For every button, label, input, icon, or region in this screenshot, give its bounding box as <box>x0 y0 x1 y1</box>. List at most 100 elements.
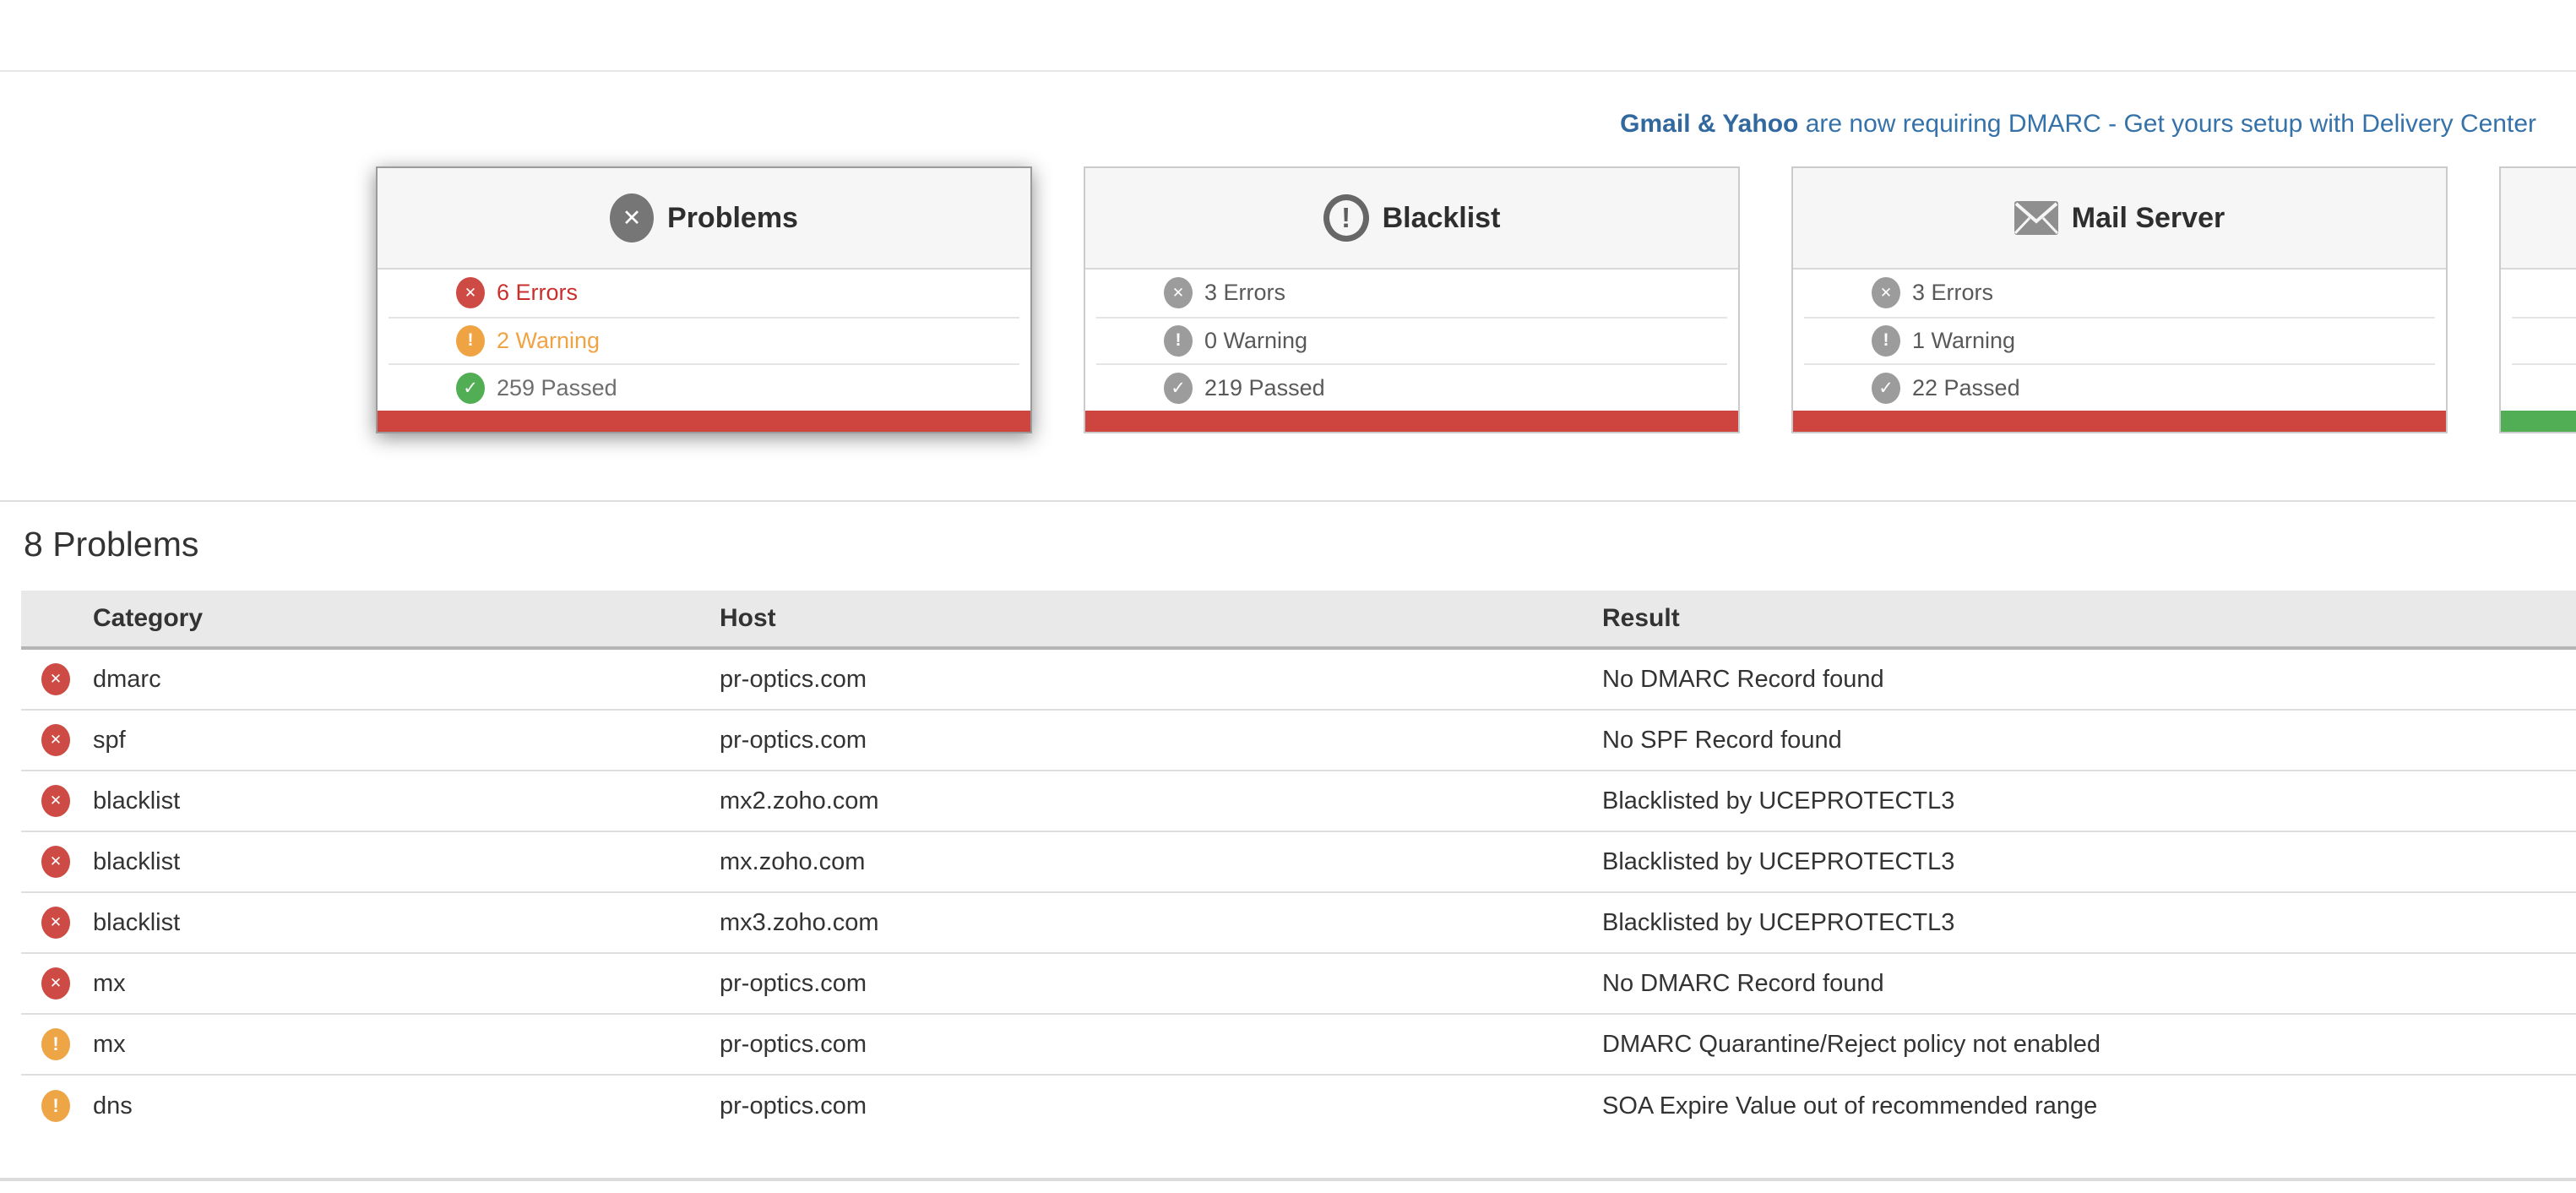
card-problems-header: Problems <box>378 168 1030 270</box>
cell-category: blacklist <box>93 787 181 814</box>
status-bar <box>1085 411 1738 432</box>
error-icon <box>41 785 70 817</box>
stat-row-passed: 22 Passed <box>1804 363 2435 411</box>
times-circle-icon <box>610 193 655 242</box>
stat-label: 22 Passed <box>1912 374 2020 400</box>
stat-label: 3 Errors <box>1912 280 1994 306</box>
column-result: Result <box>1602 604 1680 632</box>
stat-row-errors: 3 Errors <box>1804 270 2435 317</box>
status-bar <box>1793 411 2446 432</box>
table-row[interactable]: dmarc pr-optics.com No DMARC Record foun… <box>21 650 2576 711</box>
problems-table: Category Host Result dmarc pr-optics.com… <box>21 591 2576 1136</box>
table-row[interactable]: blacklist mx3.zoho.com Blacklisted by UC… <box>21 893 2576 954</box>
table-header-row: Category Host Result <box>21 591 2576 650</box>
stat-row-warnings: 1 Warning <box>1804 316 2435 364</box>
column-category: Category <box>93 604 204 632</box>
promo-highlight: Gmail & Yahoo <box>1620 110 1799 138</box>
error-icon <box>41 967 70 1000</box>
envelope-icon <box>2014 201 2058 235</box>
promo-link[interactable]: Gmail & Yahoo are now requiring DMARC - … <box>1620 110 2536 139</box>
card-partial[interactable] <box>2499 166 2576 433</box>
cell-category: dmarc <box>93 665 161 693</box>
warning-icon <box>1872 324 1900 357</box>
cell-host: pr-optics.com <box>720 969 867 997</box>
table-row[interactable]: blacklist mx.zoho.com Blacklisted by UCE… <box>21 832 2576 893</box>
card-partial-header <box>2501 168 2576 270</box>
cell-result: No DMARC Record found <box>1602 665 1884 693</box>
cell-result: SOA Expire Value out of recommended rang… <box>1602 1092 2098 1119</box>
warning-icon <box>456 324 485 357</box>
stat-row-errors <box>2512 270 2576 317</box>
table-row[interactable]: dns pr-optics.com SOA Expire Value out o… <box>21 1076 2576 1136</box>
cell-result: Blacklisted by UCEPROTECTL3 <box>1602 787 1955 814</box>
card-title: Problems <box>667 201 798 234</box>
stat-label: 0 Warning <box>1204 327 1308 353</box>
cell-result: DMARC Quarantine/Reject policy not enabl… <box>1602 1030 2100 1058</box>
stat-row-warnings: 0 Warning <box>1096 316 1727 364</box>
cell-host: mx3.zoho.com <box>720 908 879 936</box>
warning-icon <box>1164 324 1193 357</box>
bottom-divider <box>0 1178 2576 1181</box>
status-bar <box>378 411 1030 432</box>
card-title: Blacklist <box>1382 201 1501 234</box>
cell-result: Blacklisted by UCEPROTECTL3 <box>1602 847 1955 875</box>
cell-result: No SPF Record found <box>1602 726 1842 754</box>
stat-label: 6 Errors <box>497 280 579 306</box>
status-bar <box>2501 411 2576 432</box>
promo-text: are now requiring DMARC - Get yours setu… <box>1805 110 2536 138</box>
cell-host: pr-optics.com <box>720 1092 867 1119</box>
cell-category: mx <box>93 1030 126 1058</box>
card-blacklist-header: Blacklist <box>1085 168 1738 270</box>
card-mail-server[interactable]: Mail Server 3 Errors 1 Warning 22 Passed <box>1791 166 2448 433</box>
cell-category: spf <box>93 726 126 754</box>
cell-host: pr-optics.com <box>720 1030 867 1058</box>
cell-result: Blacklisted by UCEPROTECTL3 <box>1602 908 1955 936</box>
section-divider <box>0 500 2576 502</box>
cell-category: blacklist <box>93 908 181 936</box>
error-icon <box>1872 277 1900 309</box>
stat-row-passed: 219 Passed <box>1096 363 1727 411</box>
error-icon <box>41 724 70 756</box>
error-icon <box>456 277 485 309</box>
check-icon <box>1872 372 1900 404</box>
cell-host: mx.zoho.com <box>720 847 866 875</box>
check-icon <box>1164 372 1193 404</box>
problems-heading: 8 Problems <box>24 525 199 564</box>
cell-host: pr-optics.com <box>720 665 867 693</box>
stat-label: 2 Warning <box>497 327 601 353</box>
card-problems[interactable]: Problems 6 Errors 2 Warning 259 Passed <box>376 166 1032 433</box>
table-row[interactable]: mx pr-optics.com DMARC Quarantine/Reject… <box>21 1015 2576 1076</box>
stat-row-errors: 3 Errors <box>1096 270 1727 317</box>
stat-label: 259 Passed <box>497 374 617 400</box>
card-title: Mail Server <box>2071 201 2225 234</box>
check-icon <box>456 372 485 404</box>
error-icon <box>41 663 70 695</box>
card-mail-server-header: Mail Server <box>1793 168 2446 270</box>
card-blacklist[interactable]: Blacklist 3 Errors 0 Warning 219 Passed <box>1084 166 1740 433</box>
table-row[interactable]: blacklist mx2.zoho.com Blacklisted by UC… <box>21 771 2576 832</box>
stat-label: 1 Warning <box>1912 327 2016 353</box>
stat-label: 3 Errors <box>1204 280 1286 306</box>
top-bar <box>0 0 2576 72</box>
error-icon <box>41 846 70 878</box>
stat-row-passed: 259 Passed <box>389 363 1019 411</box>
error-icon <box>41 907 70 939</box>
stat-row-errors: 6 Errors <box>389 270 1019 317</box>
exclamation-circle-icon <box>1323 194 1369 242</box>
cell-result: No DMARC Record found <box>1602 969 1884 997</box>
cell-category: dns <box>93 1092 133 1119</box>
warning-icon <box>41 1028 70 1060</box>
stat-label: 219 Passed <box>1204 374 1325 400</box>
cell-category: blacklist <box>93 847 181 875</box>
cell-host: pr-optics.com <box>720 726 867 754</box>
cell-host: mx2.zoho.com <box>720 787 879 814</box>
stat-row-warnings <box>2512 316 2576 364</box>
stat-row-passed <box>2512 363 2576 411</box>
table-row[interactable]: spf pr-optics.com No SPF Record found <box>21 711 2576 771</box>
error-icon <box>1164 277 1193 309</box>
stat-row-warnings: 2 Warning <box>389 316 1019 364</box>
cell-category: mx <box>93 969 126 997</box>
table-row[interactable]: mx pr-optics.com No DMARC Record found <box>21 954 2576 1015</box>
warning-icon <box>41 1090 70 1122</box>
